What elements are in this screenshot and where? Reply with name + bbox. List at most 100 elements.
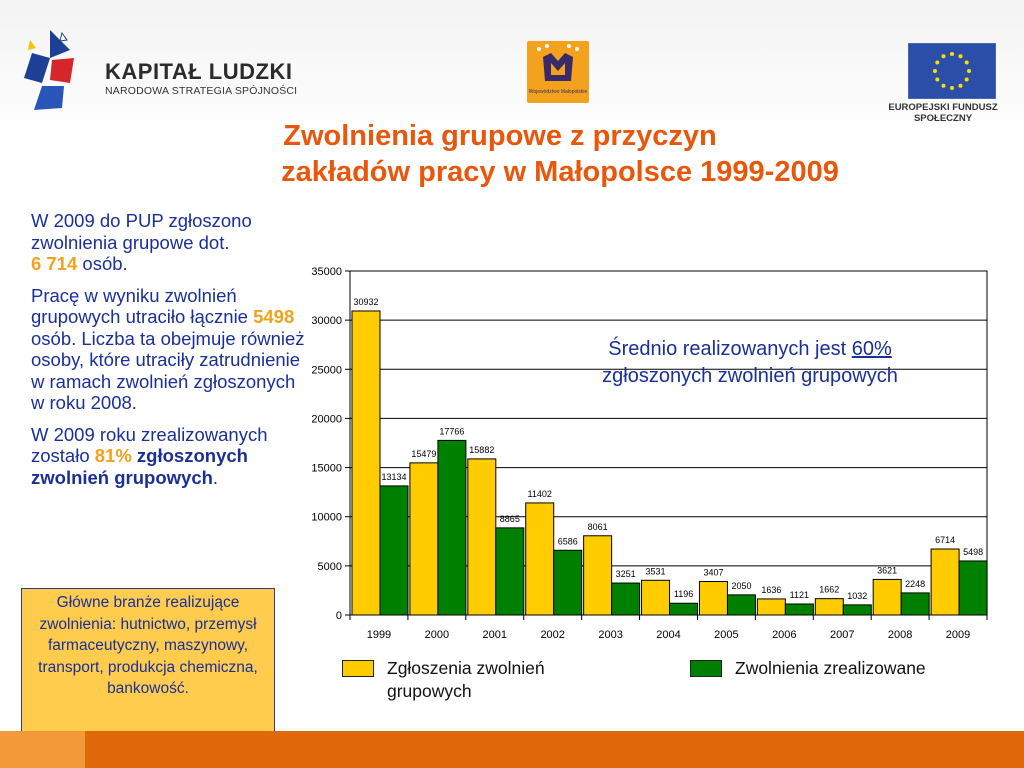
data-label: 8865 <box>500 514 520 524</box>
x-tick-label: 2008 <box>888 629 912 641</box>
bar <box>379 485 409 616</box>
data-label: 30932 <box>353 297 378 307</box>
x-tick-label: 2007 <box>830 629 854 641</box>
bar <box>495 527 525 616</box>
bar <box>930 548 960 616</box>
footer-bar-accent <box>0 731 85 768</box>
data-label: 3251 <box>616 569 636 579</box>
bar <box>467 458 497 616</box>
data-label: 2248 <box>905 579 925 589</box>
data-label: 15882 <box>469 445 494 455</box>
data-label: 1121 <box>790 590 809 600</box>
paragraph-3-number: 81% <box>94 445 132 466</box>
x-tick-label: 2004 <box>656 629 680 641</box>
x-tick-label: 2000 <box>425 629 449 641</box>
data-label: 17766 <box>439 426 464 436</box>
y-tick-label: 25000 <box>311 364 342 376</box>
title-line-1: Zwolnienia grupowe z przyczyn <box>283 120 717 152</box>
eu-star-icon <box>935 77 940 82</box>
eu-star-icon <box>941 83 946 88</box>
data-label: 6586 <box>558 536 578 546</box>
x-tick-label: 2009 <box>946 629 970 641</box>
x-tick-label: 2002 <box>540 629 564 641</box>
bar <box>583 535 613 616</box>
eu-star-icon <box>964 60 969 65</box>
paragraph-3-bold: zgłoszonych zwolnień grupowych <box>31 445 248 488</box>
malopolska-emblem-icon <box>537 44 579 81</box>
malopolska-logo-text: Województwo Małopolskie <box>528 89 588 95</box>
left-text-column: W 2009 do PUP zgłoszono zwolnienia grupo… <box>31 210 306 498</box>
x-tick-label: 2003 <box>598 629 622 641</box>
legend-label-reported: Zgłoszenia zwolnień grupowych <box>387 658 545 701</box>
page-title: Zwolnienia grupowe z przyczyn zakładów p… <box>100 118 1020 190</box>
paragraph-1-text: W 2009 do PUP zgłoszono zwolnienia grupo… <box>31 210 252 253</box>
paragraph-2: Pracę w wyniku zwolnień grupowych utraci… <box>31 285 306 414</box>
x-tick-label: 2005 <box>714 629 738 641</box>
y-tick-label: 10000 <box>311 512 342 524</box>
y-tick-label: 5000 <box>318 561 342 573</box>
data-label: 3407 <box>703 568 723 578</box>
data-label: 15479 <box>411 449 436 459</box>
data-label: 11402 <box>528 489 552 499</box>
industries-box-text: Główne branże realizujące zwolnienia: hu… <box>38 594 258 697</box>
data-label: 1636 <box>761 585 781 595</box>
x-tick-label: 2001 <box>483 629 507 641</box>
data-label: 13134 <box>381 472 406 482</box>
y-tick-label: 30000 <box>311 315 342 327</box>
paragraph-2-number: 5498 <box>253 306 295 327</box>
eu-star-icon <box>950 86 954 90</box>
paragraph-1-suffix: osób. <box>77 253 128 274</box>
bar <box>553 549 583 616</box>
eu-star-icon <box>950 52 954 56</box>
industries-box: Główne branże realizujące zwolnienia: hu… <box>21 588 275 739</box>
bar <box>872 578 902 616</box>
y-tick-label: 15000 <box>311 463 342 475</box>
annotation-text: Średnio realizowanych jest <box>608 338 852 360</box>
annotation-percent: 60% <box>851 338 892 360</box>
title-line-2: zakładów pracy w Małopolsce 1999-2009 <box>281 156 839 188</box>
data-label: 3531 <box>646 566 666 576</box>
x-tick-label: 1999 <box>367 629 391 641</box>
bar <box>525 502 555 616</box>
malopolska-logo: Województwo Małopolskie <box>527 41 589 103</box>
eu-star-icon <box>958 83 963 88</box>
bar <box>958 560 988 616</box>
legend-swatch-realized <box>690 660 722 677</box>
header-band <box>0 0 1024 140</box>
paragraph-3: W 2009 roku zrealizowanych zostało 81% z… <box>31 424 306 489</box>
data-label: 6714 <box>935 535 955 545</box>
x-tick-label: 2006 <box>772 629 796 641</box>
annotation-line-1: Średnio realizowanych jest 60% <box>540 336 960 363</box>
paragraph-2-text: Pracę w wyniku zwolnień grupowych utraci… <box>31 284 254 328</box>
eu-star-icon <box>967 69 971 73</box>
paragraph-3-end: . <box>212 466 219 488</box>
bar <box>842 604 872 616</box>
kapital-ludzki-emblem-icon <box>24 30 74 110</box>
bar <box>814 598 844 616</box>
paragraph-3-text: W 2009 roku zrealizowanych zostało <box>31 423 268 467</box>
kapital-ludzki-logo: KAPITAŁ LUDZKI NARODOWA STRATEGIA SPÓJNO… <box>22 28 322 118</box>
legend-swatch-reported <box>342 660 374 677</box>
kapital-ludzki-title: KAPITAŁ LUDZKI <box>105 59 293 84</box>
eu-star-icon <box>964 77 969 82</box>
layoffs-bar-chart: 0 5000 10000 15000 20000 25000 30000 35000 1999 3… <box>311 266 988 641</box>
bar <box>641 579 671 616</box>
bar <box>437 439 467 616</box>
data-label: 8061 <box>588 522 608 532</box>
eu-star-icon <box>933 69 937 73</box>
paragraph-1: W 2009 do PUP zgłoszono zwolnienia grupo… <box>31 210 306 275</box>
eu-star-icon <box>935 60 940 65</box>
data-label: 3621 <box>877 565 897 575</box>
kapital-ludzki-subtitle: NARODOWA STRATEGIA SPÓJNOŚCI <box>105 85 298 97</box>
eu-star-icon <box>958 54 963 59</box>
data-label: 1196 <box>674 589 693 599</box>
data-label: 1662 <box>819 585 839 595</box>
y-tick-label: 35000 <box>311 266 342 278</box>
annotation-line-2: zgłoszonych zwolnień grupowych <box>602 365 898 387</box>
eu-fund-text: EUROPEJSKI FUNDUSZ SPOŁECZNY <box>888 102 998 124</box>
legend-label-realized: Zwolnienia zrealizowane <box>735 658 926 678</box>
footer-bar <box>0 731 1024 768</box>
bar <box>669 602 699 616</box>
bar <box>784 603 814 616</box>
bar <box>756 598 786 616</box>
